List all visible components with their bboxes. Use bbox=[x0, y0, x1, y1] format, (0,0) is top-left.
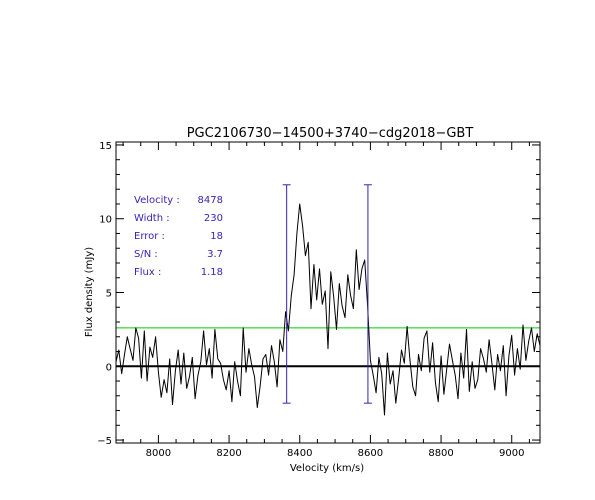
info-value: 1.18 bbox=[201, 267, 223, 278]
x-tick-label: 8600 bbox=[358, 448, 383, 459]
info-value: 8478 bbox=[198, 195, 223, 206]
info-label: Velocity : bbox=[134, 195, 180, 206]
y-axis-label: Flux density (mJy) bbox=[84, 247, 95, 337]
info-value: 18 bbox=[210, 231, 223, 242]
info-label: Error : bbox=[134, 231, 165, 242]
info-value: 3.7 bbox=[207, 249, 223, 260]
y-tick-label: −5 bbox=[97, 436, 112, 447]
y-tick-label: 10 bbox=[99, 215, 112, 226]
info-box: Velocity : 8478 Width : 230 Error : 18 S/N : 3.… bbox=[134, 195, 223, 278]
plot-area: 8000 8200 8400 8600 8800 9000 −5 0 5 10 15 bbox=[97, 141, 541, 459]
x-axis-label: Velocity (km/s) bbox=[290, 463, 364, 474]
y-tick-label: 0 bbox=[106, 362, 112, 373]
spectrum-series-line bbox=[115, 203, 541, 416]
x-tick-label: 8400 bbox=[287, 448, 312, 459]
y-tick-label: 5 bbox=[106, 289, 112, 300]
info-label: S/N : bbox=[134, 249, 158, 260]
y-tick-label: 15 bbox=[99, 141, 112, 152]
x-tick-label: 8000 bbox=[146, 448, 171, 459]
x-tick-label: 9000 bbox=[499, 448, 524, 459]
info-value: 230 bbox=[204, 213, 223, 224]
info-label: Width : bbox=[134, 213, 170, 224]
info-label: Flux : bbox=[134, 267, 161, 278]
x-tick-label: 8800 bbox=[428, 448, 453, 459]
chart-title: PGC2106730−14500+3740−cdg2018−GBT bbox=[187, 126, 474, 141]
x-tick-label: 8200 bbox=[216, 448, 241, 459]
